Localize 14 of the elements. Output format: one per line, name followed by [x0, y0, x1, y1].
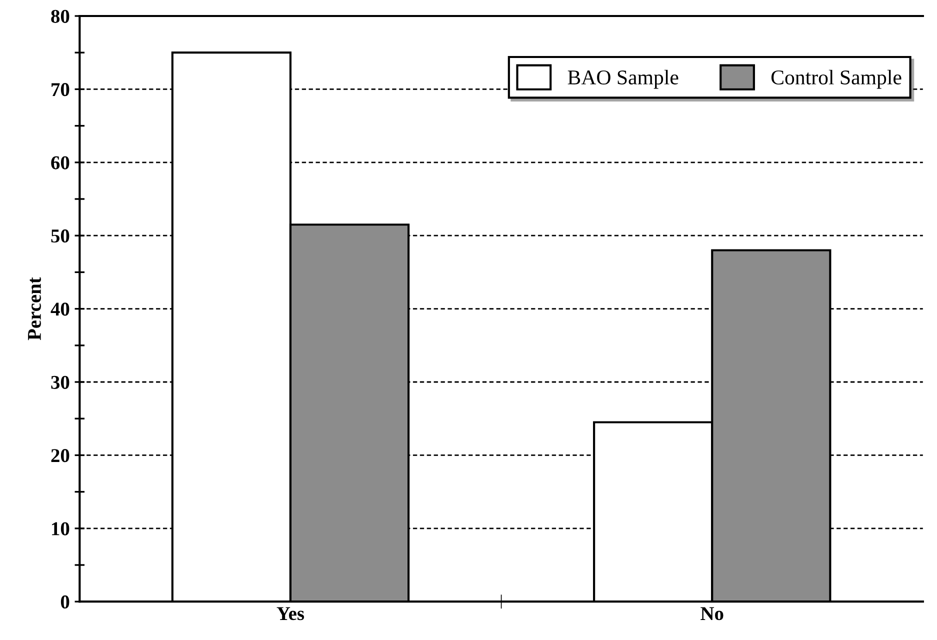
- y-tick-label: 30: [51, 376, 70, 389]
- x-tick-label: No: [700, 607, 724, 620]
- y-tick-label: 60: [51, 156, 70, 170]
- y-tick-label: 80: [51, 10, 70, 23]
- y-tick-label: 10: [52, 522, 70, 536]
- y-tick-label: 50: [51, 229, 70, 243]
- legend-label: Control Sample: [771, 70, 902, 89]
- y-tick-label: 70: [52, 83, 70, 96]
- x-tick-label: Yes: [276, 607, 304, 620]
- y-tick-label: 20: [51, 449, 70, 462]
- legend-label: BAO Sample: [568, 70, 678, 89]
- y-tick-label: 40: [50, 302, 70, 316]
- y-tick-label: 0: [60, 595, 70, 609]
- y-axis-title: Percent: [28, 277, 41, 340]
